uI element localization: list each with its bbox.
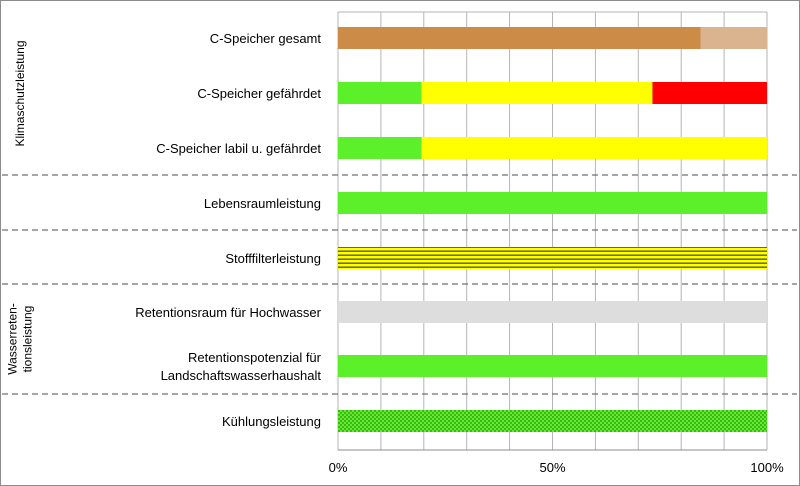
bars [338,27,767,432]
bar-segment [421,82,653,104]
category-label: Kühlungsleistung [222,414,321,429]
category-label: Stofffilterleistung [225,251,321,266]
bar-segment [700,27,767,49]
bar-segment [338,82,422,104]
x-tick-labels: 0% 50% 100% [329,460,784,475]
category-label: Retentionspotenzial für [188,350,322,365]
x-tick-label: 100% [750,460,784,475]
category-label: C-Speicher gefährdet [197,86,321,101]
bar-segment [338,137,422,159]
category-label: C-Speicher gesamt [210,31,322,46]
group-separators [2,174,797,395]
bar-segment [338,247,767,269]
category-label: C-Speicher labil u. gefährdet [156,141,321,156]
category-label: Landschaftswasserhaushalt [161,368,322,383]
x-tick-label: 50% [539,460,565,475]
bar-segment [338,410,767,432]
bar-segment [421,137,767,159]
category-label: Retentionsraum für Hochwasser [135,305,321,320]
group-labels: Klimaschutzleistung Wasserreten-tionsleis… [6,40,35,374]
bar-segment [652,82,767,104]
group-label: Klimaschutzleistung [13,40,27,146]
gridlines [337,11,768,451]
bar-segment [338,192,767,214]
x-tick-label: 0% [329,460,348,475]
bar-segment [338,27,701,49]
category-labels: C-Speicher gesamt C-Speicher gefährdet C-S… [135,31,321,429]
bar-segment [338,301,767,323]
group-label: Wasserreten- [6,303,20,375]
bar-segment [338,355,767,377]
category-label: Lebensraumleistung [204,196,321,211]
group-label: tionsleistung [21,306,35,373]
